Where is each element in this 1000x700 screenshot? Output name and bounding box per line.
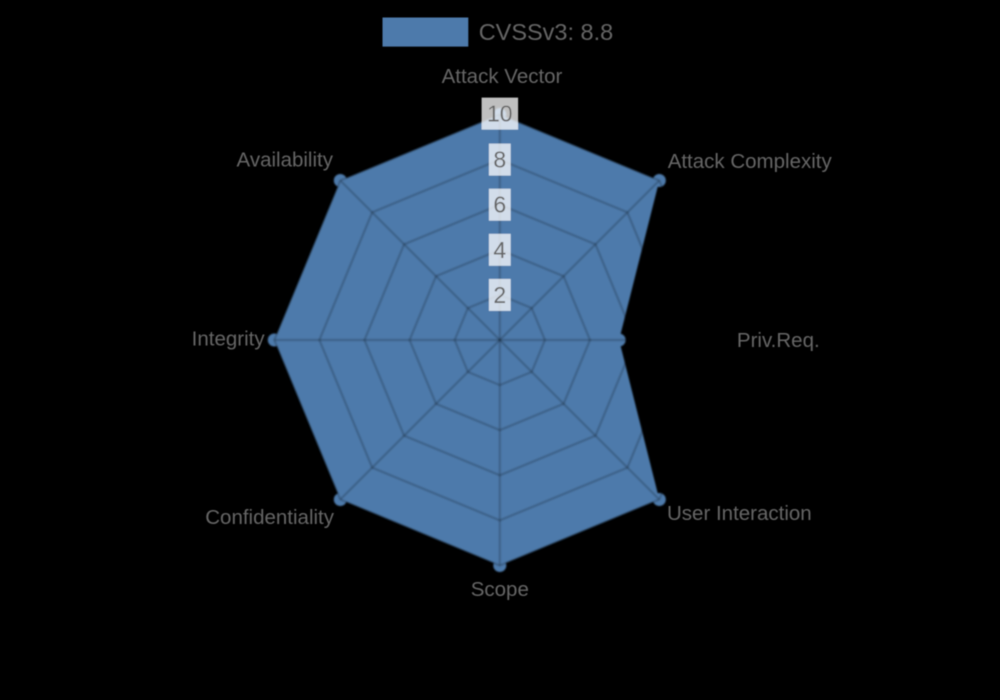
svg-text:Integrity: Integrity [192,327,266,350]
svg-text:8: 8 [493,147,506,173]
svg-text:Priv.Req.: Priv.Req. [737,329,820,352]
svg-text:6: 6 [493,192,506,218]
svg-text:10: 10 [487,101,513,127]
svg-text:Confidentiality: Confidentiality [205,506,335,529]
svg-text:Attack Vector: Attack Vector [442,65,563,88]
svg-text:Availability: Availability [237,148,334,171]
svg-text:CVSSv3: 8.8: CVSSv3: 8.8 [479,19,614,45]
svg-text:User Interaction: User Interaction [667,502,812,525]
svg-text:4: 4 [493,237,506,263]
svg-text:Scope: Scope [471,578,529,601]
svg-text:2: 2 [493,282,506,308]
svg-text:Attack Complexity: Attack Complexity [668,150,833,173]
